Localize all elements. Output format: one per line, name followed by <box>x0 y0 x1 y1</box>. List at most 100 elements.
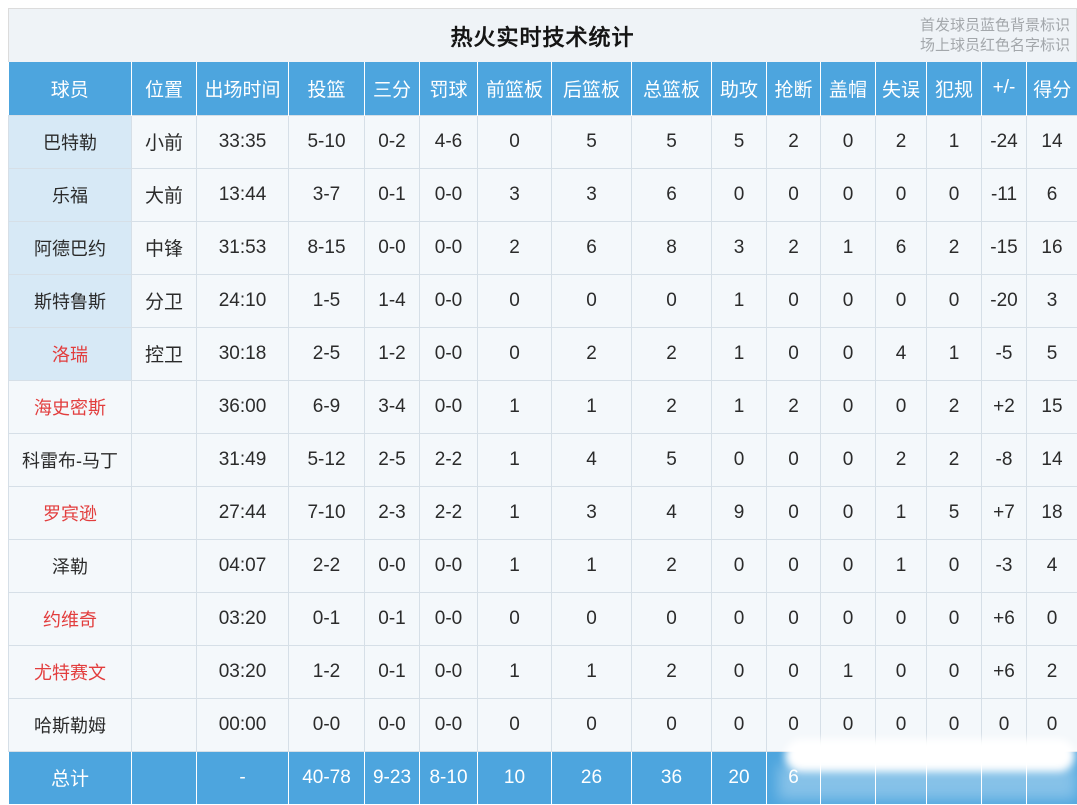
stat-cell: 2-5 <box>365 433 420 486</box>
stat-cell: 36:00 <box>197 380 289 433</box>
stat-cell: 2 <box>927 433 982 486</box>
stat-cell: 0 <box>767 486 821 539</box>
stat-cell: 1 <box>712 274 767 327</box>
stat-cell: 5 <box>712 115 767 168</box>
stat-cell: 1 <box>712 327 767 380</box>
stat-cell: 0 <box>632 592 712 645</box>
stat-cell <box>132 486 197 539</box>
stat-cell: 2-5 <box>289 327 365 380</box>
title-bar: 热火实时技术统计 首发球员蓝色背景标识 场上球员红色名字标识 <box>8 8 1077 62</box>
stat-cell: 1-2 <box>289 645 365 698</box>
stat-cell: 0 <box>821 380 876 433</box>
stat-cell: -11 <box>982 168 1027 221</box>
stat-cell: 0 <box>478 592 552 645</box>
stat-cell: 0 <box>876 274 927 327</box>
legend-starter-note: 首发球员蓝色背景标识 <box>920 16 1070 36</box>
stat-cell: 0 <box>927 645 982 698</box>
stat-cell: 33:35 <box>197 115 289 168</box>
stat-cell: 2 <box>767 221 821 274</box>
stat-cell: 5 <box>632 433 712 486</box>
stat-cell <box>132 698 197 751</box>
player-name: 海史密斯 <box>9 380 132 433</box>
stat-cell: -3 <box>982 539 1027 592</box>
stat-cell: 1 <box>821 645 876 698</box>
stat-cell: 15 <box>1027 380 1077 433</box>
stat-cell: 控卫 <box>132 327 197 380</box>
stat-cell: 8 <box>632 221 712 274</box>
stat-cell: 7-10 <box>289 486 365 539</box>
stat-cell: 中锋 <box>132 221 197 274</box>
stat-cell: 1 <box>876 486 927 539</box>
total-stat-cell: 40-78 <box>289 751 365 804</box>
stat-cell: -24 <box>982 115 1027 168</box>
stat-cell: 2 <box>927 221 982 274</box>
column-header-7: 后篮板 <box>552 62 632 115</box>
stat-cell: 0-1 <box>365 592 420 645</box>
stat-cell: 0 <box>712 698 767 751</box>
player-name: 洛瑞 <box>9 327 132 380</box>
stat-cell: 1 <box>927 115 982 168</box>
stat-cell: 1 <box>876 539 927 592</box>
stat-cell: 6 <box>632 168 712 221</box>
stat-cell: 0-1 <box>365 645 420 698</box>
stat-cell: 3 <box>1027 274 1077 327</box>
stat-cell: 0 <box>552 592 632 645</box>
stat-cell: 0-0 <box>420 380 478 433</box>
stat-cell: 1-2 <box>365 327 420 380</box>
stat-cell: 3 <box>552 486 632 539</box>
player-name: 罗宾逊 <box>9 486 132 539</box>
stat-cell: 3 <box>552 168 632 221</box>
stat-cell: 1 <box>478 486 552 539</box>
total-stat-cell: - <box>197 751 289 804</box>
column-header-9: 助攻 <box>712 62 767 115</box>
stat-cell: 18 <box>1027 486 1077 539</box>
stat-cell: 3-7 <box>289 168 365 221</box>
stat-cell: 0-0 <box>420 168 478 221</box>
stat-cell: -8 <box>982 433 1027 486</box>
stat-cell: 4 <box>876 327 927 380</box>
player-name: 巴特勒 <box>9 115 132 168</box>
stat-cell: 1 <box>478 433 552 486</box>
stat-cell: 0 <box>821 486 876 539</box>
stat-cell: 2 <box>632 380 712 433</box>
column-header-14: +/- <box>982 62 1027 115</box>
stat-cell: 0 <box>821 327 876 380</box>
stat-cell: 0 <box>927 592 982 645</box>
stat-cell: +7 <box>982 486 1027 539</box>
stat-cell: 0 <box>478 327 552 380</box>
stat-cell: 4 <box>552 433 632 486</box>
stat-cell: 0-0 <box>420 698 478 751</box>
stat-cell <box>132 380 197 433</box>
legend-oncourt-note: 场上球员红色名字标识 <box>920 36 1070 56</box>
stat-cell: 3 <box>712 221 767 274</box>
column-header-3: 投篮 <box>289 62 365 115</box>
stat-cell: 6-9 <box>289 380 365 433</box>
column-header-11: 盖帽 <box>821 62 876 115</box>
stat-cell: 0 <box>876 380 927 433</box>
total-stat-cell: 26 <box>552 751 632 804</box>
column-header-6: 前篮板 <box>478 62 552 115</box>
stat-cell: 0 <box>1027 592 1077 645</box>
stat-cell: 0 <box>927 539 982 592</box>
stat-cell <box>132 645 197 698</box>
stat-cell: 04:07 <box>197 539 289 592</box>
player-name: 斯特鲁斯 <box>9 274 132 327</box>
stat-cell: 0 <box>478 274 552 327</box>
stat-cell: 30:18 <box>197 327 289 380</box>
stat-cell: 0 <box>712 592 767 645</box>
stat-cell: 0 <box>821 115 876 168</box>
stat-cell: 2 <box>632 645 712 698</box>
stat-cell: 0-0 <box>420 221 478 274</box>
stat-cell: -20 <box>982 274 1027 327</box>
stat-cell: 0 <box>552 698 632 751</box>
stat-cell: 2-2 <box>420 433 478 486</box>
stat-cell <box>132 433 197 486</box>
stat-cell: 0 <box>712 168 767 221</box>
stat-cell: 0-2 <box>365 115 420 168</box>
stat-cell: -5 <box>982 327 1027 380</box>
total-stat-cell: 20 <box>712 751 767 804</box>
total-stat-cell: 8-10 <box>420 751 478 804</box>
stat-cell: 31:53 <box>197 221 289 274</box>
